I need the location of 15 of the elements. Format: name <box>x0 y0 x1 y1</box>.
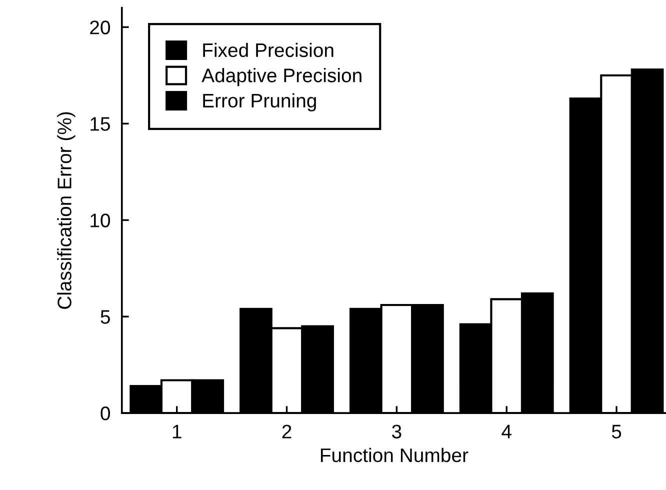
x-tick-label: 3 <box>392 424 402 438</box>
legend-label: Adaptive Precision <box>202 68 362 86</box>
legend-label: Fixed Precision <box>203 42 334 58</box>
x-axis-title: Function Number <box>320 448 468 462</box>
x-tick-label: 1 <box>172 424 182 438</box>
y-tick-label: 5 <box>100 310 110 324</box>
x-tick-label: 2 <box>282 424 292 438</box>
y-tick-label: 15 <box>90 117 110 131</box>
y-tick-label: 20 <box>90 20 110 34</box>
y-axis-title: Classification Error (%) <box>57 112 76 309</box>
x-tick-label: 5 <box>612 424 622 438</box>
x-tick-label: 4 <box>502 424 512 438</box>
y-tick-label: 10 <box>90 214 110 228</box>
legend-label: Error Pruning <box>203 93 316 112</box>
y-tick-label: 0 <box>100 406 110 420</box>
